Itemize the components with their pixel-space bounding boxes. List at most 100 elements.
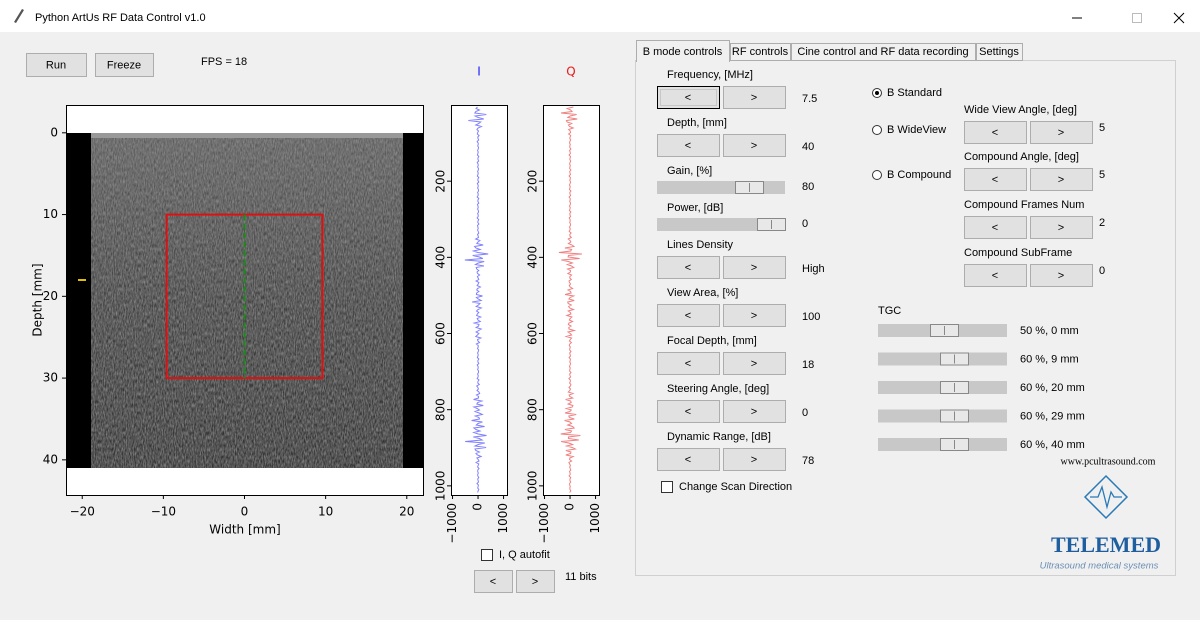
mode-radio[interactable] bbox=[873, 126, 882, 135]
prev-button[interactable]: < bbox=[965, 169, 1027, 191]
prev-button-label: < bbox=[685, 262, 691, 274]
tab-label: Settings bbox=[979, 46, 1019, 58]
mode-label: B Compound bbox=[887, 169, 951, 181]
prev-button[interactable]: < bbox=[658, 401, 720, 423]
tgc-row-label: 60 %, 29 mm bbox=[1020, 410, 1085, 422]
compound-value: 5 bbox=[1099, 169, 1105, 181]
next-button[interactable]: > bbox=[724, 449, 786, 471]
next-button-label: > bbox=[532, 576, 538, 588]
control-label: Steering Angle, [deg] bbox=[667, 383, 769, 395]
x-tick-label: 20 bbox=[399, 505, 414, 519]
app-window: Python ArtUs RF Data Control v1.0 RunFre… bbox=[0, 0, 1200, 620]
fps-label: FPS = 18 bbox=[201, 56, 247, 68]
x-tick-label: 0 bbox=[241, 505, 249, 519]
mode-radio-dot bbox=[875, 91, 879, 95]
logo-url: www.pcultrasound.com bbox=[1061, 456, 1156, 467]
control-value: 40 bbox=[802, 141, 814, 153]
control-value: 78 bbox=[802, 455, 814, 467]
control-label: View Area, [%] bbox=[667, 287, 738, 299]
x-tick-label: 10 bbox=[318, 505, 333, 519]
x-tick-label: −1000 bbox=[445, 503, 459, 544]
scan-direction-checkbox-box[interactable] bbox=[662, 482, 673, 493]
next-button-label: > bbox=[751, 140, 757, 152]
control-label: Focal Depth, [mm] bbox=[667, 335, 757, 347]
y-tick-label: 600 bbox=[526, 322, 540, 345]
prev-button[interactable]: < bbox=[658, 87, 720, 109]
tgc-row-label: 60 %, 40 mm bbox=[1020, 439, 1085, 451]
next-button[interactable]: > bbox=[1031, 122, 1093, 144]
prev-button[interactable]: < bbox=[658, 257, 720, 279]
y-tick-label: 0 bbox=[50, 125, 58, 139]
bits-label: 11 bits bbox=[565, 571, 597, 583]
mode-radio[interactable] bbox=[873, 171, 882, 180]
next-button[interactable]: > bbox=[724, 401, 786, 423]
prev-button-label: < bbox=[992, 174, 998, 186]
prev-button-label: < bbox=[685, 406, 691, 418]
y-tick-label: 1000 bbox=[434, 471, 448, 502]
control-label: Frequency, [MHz] bbox=[667, 69, 753, 81]
next-button-label: > bbox=[751, 454, 757, 466]
y-tick-label: 200 bbox=[434, 170, 448, 193]
next-button[interactable]: > bbox=[517, 571, 555, 593]
tab-label: Cine control and RF data recording bbox=[797, 46, 968, 58]
control-label: Dynamic Range, [dB] bbox=[667, 431, 771, 443]
next-button[interactable]: > bbox=[724, 257, 786, 279]
x-tick-label: 1000 bbox=[496, 503, 510, 534]
y-tick-label: 800 bbox=[434, 398, 448, 421]
x-tick-label: −1000 bbox=[537, 503, 551, 544]
next-button[interactable]: > bbox=[1031, 169, 1093, 191]
prev-button[interactable]: < bbox=[658, 135, 720, 157]
y-tick-label: 10 bbox=[43, 207, 58, 221]
slider-trough[interactable] bbox=[657, 181, 785, 194]
next-button-label: > bbox=[751, 358, 757, 370]
x-tick-label: −20 bbox=[70, 505, 95, 519]
control-value: 80 bbox=[802, 181, 814, 193]
prev-button-label: < bbox=[992, 127, 998, 139]
prev-button-label: < bbox=[685, 454, 691, 466]
prev-button[interactable]: < bbox=[965, 265, 1027, 287]
mode-label: B WideView bbox=[887, 124, 946, 136]
x-axis-label: Width [mm] bbox=[209, 523, 280, 537]
control-label: Depth, [mm] bbox=[667, 117, 727, 129]
prev-button-label: < bbox=[685, 310, 691, 322]
next-button[interactable]: > bbox=[1031, 217, 1093, 239]
next-button[interactable]: > bbox=[724, 305, 786, 327]
y-tick-label: 200 bbox=[526, 170, 540, 193]
depth-marker bbox=[78, 279, 86, 281]
compound-label: Compound SubFrame bbox=[964, 247, 1072, 259]
run-button-label: Run bbox=[46, 59, 66, 71]
autofit-checkbox-box[interactable] bbox=[482, 550, 493, 561]
next-button[interactable]: > bbox=[724, 87, 786, 109]
next-button-label: > bbox=[1058, 174, 1064, 186]
prev-button[interactable]: < bbox=[965, 217, 1027, 239]
run-button[interactable]: Run bbox=[27, 54, 87, 77]
y-tick-label: 600 bbox=[434, 322, 448, 345]
next-button[interactable]: > bbox=[724, 135, 786, 157]
prev-button[interactable]: < bbox=[475, 571, 513, 593]
control-value: 18 bbox=[802, 359, 814, 371]
tab-label: B mode controls bbox=[643, 46, 723, 58]
compound-value: 2 bbox=[1099, 217, 1105, 229]
next-button-label: > bbox=[1058, 270, 1064, 282]
tgc-row-label: 60 %, 20 mm bbox=[1020, 382, 1085, 394]
prev-button[interactable]: < bbox=[965, 122, 1027, 144]
freeze-button[interactable]: Freeze bbox=[96, 54, 154, 77]
y-tick-label: 40 bbox=[43, 452, 58, 466]
next-button[interactable]: > bbox=[1031, 265, 1093, 287]
tgc-row-label: 50 %, 0 mm bbox=[1020, 325, 1079, 337]
y-tick-label: 20 bbox=[43, 289, 58, 303]
y-tick-label: 400 bbox=[526, 246, 540, 269]
next-button[interactable]: > bbox=[724, 353, 786, 375]
control-label: Gain, [%] bbox=[667, 165, 712, 177]
compound-value: 0 bbox=[1099, 265, 1105, 277]
image-top-band bbox=[91, 133, 403, 138]
prev-button-label: < bbox=[992, 222, 998, 234]
control-value: 7.5 bbox=[802, 93, 817, 105]
prev-button[interactable]: < bbox=[658, 305, 720, 327]
tab-label: RF controls bbox=[732, 46, 789, 58]
prev-button[interactable]: < bbox=[658, 353, 720, 375]
compound-label: Compound Angle, [deg] bbox=[964, 151, 1079, 163]
prev-button[interactable]: < bbox=[658, 449, 720, 471]
next-button-label: > bbox=[751, 310, 757, 322]
logo-tagline: Ultrasound medical systems bbox=[1040, 561, 1159, 572]
